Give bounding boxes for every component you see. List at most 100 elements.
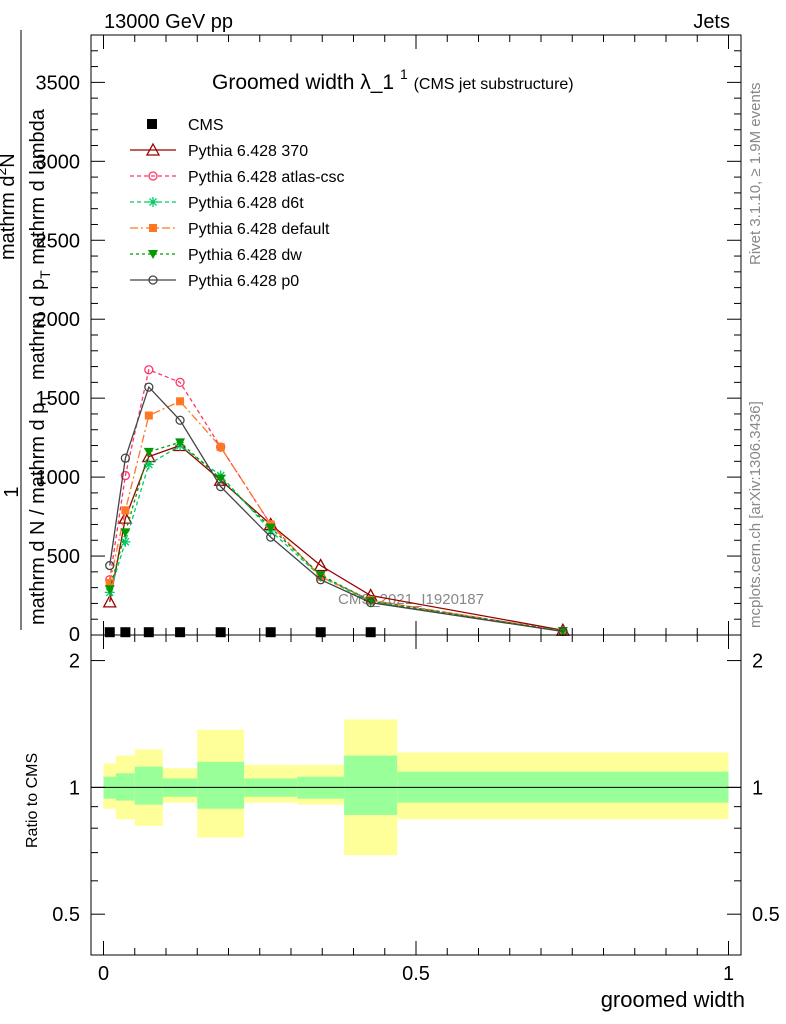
legend-label-p0: Pythia 6.428 p0 bbox=[188, 273, 299, 290]
data-point-370 bbox=[102, 594, 117, 608]
ratio-x-ticks bbox=[103, 635, 729, 955]
y-label-one: 1 bbox=[1, 486, 23, 497]
data-point-p0 bbox=[144, 382, 154, 392]
main-series-group bbox=[102, 365, 570, 637]
series-line-dw bbox=[109, 441, 563, 632]
ratio-y-tick-label-right: 1 bbox=[752, 777, 763, 799]
data-point-p0 bbox=[216, 481, 226, 492]
data-point-atlas-csc bbox=[175, 377, 185, 388]
marker-star-arm bbox=[144, 460, 153, 469]
ratio-uncertainty-bands bbox=[103, 719, 729, 856]
data-point-default bbox=[176, 397, 185, 406]
series-line-atlas-csc bbox=[109, 368, 563, 632]
ratio-y-tick-label-left: 1 bbox=[69, 777, 80, 799]
y-tick-label: 3500 bbox=[36, 72, 81, 94]
data-point-default bbox=[144, 411, 153, 420]
legend-label-atlas-csc: Pythia 6.428 atlas-csc bbox=[188, 169, 345, 186]
legend-marker-default bbox=[149, 224, 157, 232]
data-point-dw bbox=[143, 447, 154, 457]
cms-data-point bbox=[143, 627, 154, 638]
data-point-d6t bbox=[120, 536, 131, 547]
y-tick-label: 1000 bbox=[36, 467, 81, 489]
header-right: Jets bbox=[693, 11, 730, 33]
cms-data-point bbox=[315, 627, 326, 638]
data-point-p0 bbox=[558, 626, 568, 637]
data-point-default bbox=[121, 506, 130, 515]
y-label-denominator: mathrm d N / mathrm d pT bbox=[27, 394, 53, 625]
data-point-p0 bbox=[366, 597, 376, 608]
data-point-dw bbox=[557, 627, 568, 637]
marker-star-arm bbox=[121, 537, 130, 546]
ratio-y-tick-label-left: 2 bbox=[69, 651, 80, 673]
legend-marker-atlas-csc bbox=[148, 171, 158, 181]
ratio-band-green bbox=[344, 755, 398, 815]
y-tick-label: 3000 bbox=[36, 151, 81, 173]
legend-label-cms: CMS bbox=[188, 117, 224, 134]
ratio-panel: 0.5 0.5 1 1 2 2 Ratio to CMS bbox=[24, 634, 780, 956]
main-x-ticks bbox=[103, 35, 729, 635]
legend-marker-dw bbox=[148, 250, 158, 259]
mcplots-label: mcplots.cern.ch [arXiv:1306.3436] bbox=[747, 401, 764, 628]
series-line-default bbox=[109, 400, 563, 632]
data-point-default bbox=[105, 578, 114, 587]
data-point-p0 bbox=[120, 453, 131, 463]
data-point-370 bbox=[118, 510, 133, 524]
legend-marker-cms bbox=[147, 119, 157, 129]
series-line-d6t bbox=[109, 444, 563, 632]
y-axis-label: 1 mathrm d N / mathrm d pT mathrm d2N ma… bbox=[0, 30, 53, 630]
data-point-p0 bbox=[175, 415, 185, 425]
y-tick-label: 2500 bbox=[36, 230, 81, 252]
legend-label-default: Pythia 6.428 default bbox=[188, 221, 330, 238]
cms-data-point bbox=[104, 627, 115, 638]
chart-title: Groomed width λ_1 1 (CMS jet substructur… bbox=[212, 61, 574, 94]
legend-marker-d6t bbox=[148, 197, 158, 207]
cms-data-point bbox=[365, 627, 376, 638]
y-tick-label-zero: 0 bbox=[69, 624, 80, 646]
cms-data-point bbox=[215, 627, 226, 638]
x-axis-label: groomed width bbox=[601, 987, 745, 1012]
ratio-y-label: Ratio to CMS bbox=[24, 753, 41, 848]
data-point-atlas-csc bbox=[120, 470, 131, 481]
cms-data-point bbox=[175, 627, 186, 638]
legend: CMS Pythia 6.428 370 Pythia 6.428 atlas-cs… bbox=[130, 117, 345, 290]
legend-label-370: Pythia 6.428 370 bbox=[188, 143, 308, 160]
main-y-tick-labels: 500 1000 1500 2000 2500 3000 3500 bbox=[36, 72, 81, 568]
legend-marker-p0 bbox=[148, 275, 158, 285]
data-point-p0 bbox=[316, 575, 326, 585]
series-line-370 bbox=[109, 444, 563, 631]
data-point-dw bbox=[175, 438, 186, 448]
series-line-p0 bbox=[109, 385, 563, 633]
legend-label-d6t: Pythia 6.428 d6t bbox=[188, 195, 304, 212]
main-panel: 500 1000 1500 2000 2500 3000 3500 0 Groomed wi… bbox=[36, 34, 742, 646]
x-tick-label: 0 bbox=[98, 963, 109, 985]
data-point-atlas-csc bbox=[144, 365, 154, 375]
x-tick-labels: 0 0.5 1 bbox=[98, 963, 734, 985]
y-tick-label: 2000 bbox=[36, 309, 81, 331]
ratio-y-ticks: 0.5 0.5 1 1 2 2 bbox=[52, 651, 780, 927]
ratio-band-green bbox=[134, 766, 163, 805]
data-point-default bbox=[216, 443, 225, 452]
y-label-numerator: mathrm d2N bbox=[0, 153, 19, 260]
ratio-y-tick-label-right: 0.5 bbox=[752, 904, 780, 926]
legend-label-dw: Pythia 6.428 dw bbox=[188, 247, 302, 264]
y-label-numerator-2: mathrm d pT mathrm d lambda bbox=[27, 108, 53, 380]
data-point-d6t bbox=[143, 459, 154, 470]
marker-star-arm bbox=[149, 198, 157, 206]
data-point-370 bbox=[313, 558, 328, 572]
data-point-dw bbox=[104, 585, 115, 595]
rivet-label: Rivet 3.1.10, ≥ 1.9M events bbox=[747, 83, 764, 266]
legend-marker-370 bbox=[145, 142, 161, 156]
ratio-y-tick-label-left: 0.5 bbox=[52, 904, 80, 926]
analysis-watermark: CMS_2021_I1920187 bbox=[338, 591, 484, 608]
data-point-p0 bbox=[105, 560, 115, 571]
x-tick-label: 1 bbox=[723, 963, 734, 985]
cms-data-points bbox=[104, 627, 376, 638]
y-tick-label: 1500 bbox=[36, 388, 81, 410]
x-tick-label: 0.5 bbox=[402, 963, 430, 985]
ratio-y-tick-label-right: 2 bbox=[752, 651, 763, 673]
y-tick-label: 500 bbox=[47, 546, 80, 568]
data-point-dw bbox=[215, 474, 226, 484]
data-point-dw bbox=[265, 523, 276, 533]
cms-data-point bbox=[120, 627, 131, 638]
data-point-dw bbox=[120, 528, 131, 538]
